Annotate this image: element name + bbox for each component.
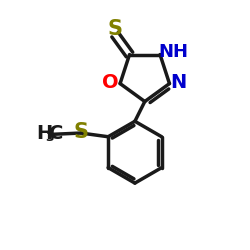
Text: O: O [102,73,119,92]
Text: S: S [74,122,89,142]
Text: S: S [108,19,122,39]
Text: N: N [171,73,187,92]
Text: C: C [48,124,63,142]
Text: H: H [36,124,52,142]
Text: 3: 3 [45,131,54,144]
Text: NH: NH [158,43,188,61]
